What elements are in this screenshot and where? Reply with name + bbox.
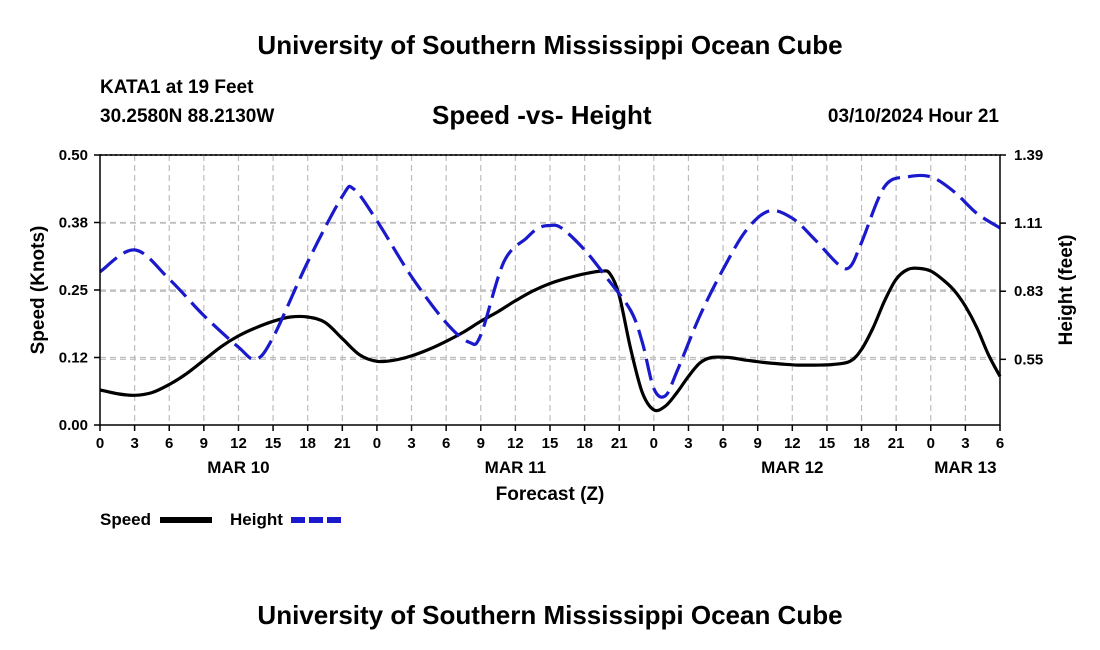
coordinates-label: 30.2580N 88.2130W	[100, 106, 275, 127]
x-tick-label: 3	[130, 435, 138, 452]
x-tick-label: 3	[961, 435, 969, 452]
legend-height-label: Height	[230, 510, 283, 529]
date-label: MAR 13	[934, 458, 996, 477]
y-tick-label: 0.38	[59, 215, 88, 232]
y2-tick-label: 1.11	[1014, 215, 1042, 232]
footer-title: University of Southern Mississippi Ocean…	[257, 600, 843, 630]
date-label: MAR 10	[207, 458, 269, 477]
chart-title: University of Southern Mississippi Ocean…	[257, 30, 843, 60]
x-tick-label: 6	[719, 435, 727, 452]
date-label: MAR 11	[485, 458, 546, 477]
x-tick-label: 15	[819, 435, 836, 452]
y-axis-title: Speed (Knots)	[28, 226, 49, 355]
y2-tick-label: 0.83	[1014, 283, 1043, 300]
y2-axis-title: Height (feet)	[1056, 235, 1077, 346]
y-tick-label: 0.12	[59, 350, 88, 367]
station-label: KATA1 at 19 Feet	[100, 77, 254, 98]
y2-tick-label: 0.55	[1014, 351, 1043, 368]
x-tick-label: 18	[576, 435, 593, 452]
x-tick-label: 12	[507, 435, 524, 452]
x-tick-label: 15	[265, 435, 282, 452]
x-tick-label: 6	[442, 435, 450, 452]
series-line-height	[99, 173, 1001, 399]
x-tick-label: 21	[334, 435, 351, 452]
x-tick-label: 21	[611, 435, 628, 452]
series-layer	[99, 173, 1002, 413]
forecast-datetime: 03/10/2024 Hour 21	[827, 106, 999, 127]
x-tick-label: 0	[650, 435, 658, 452]
x-tick-label: 9	[477, 435, 485, 452]
y-tick-label: 0.50	[59, 147, 88, 164]
x-tick-label: 12	[230, 435, 247, 452]
x-tick-label: 6	[996, 435, 1004, 452]
legend-speed-label: Speed	[100, 510, 151, 529]
series-line-speed	[99, 266, 1002, 413]
x-tick-label: 0	[96, 435, 104, 452]
grid	[100, 154, 1000, 425]
x-tick-label: 18	[299, 435, 316, 452]
x-axis-title: Forecast (Z)	[496, 484, 605, 505]
x-tick-label: 12	[784, 435, 801, 452]
x-tick-label: 3	[407, 435, 415, 452]
axes: 0 3 6 9 12 15 18 21 0 3 6 9 12 15 18 21 0 3 6 9 12 15 18 21 0 3 6M…	[59, 147, 1043, 477]
x-tick-label: 0	[927, 435, 935, 452]
x-tick-label: 3	[684, 435, 692, 452]
y2-tick-label: 1.39	[1014, 147, 1043, 164]
x-tick-label: 9	[754, 435, 762, 452]
x-tick-label: 15	[542, 435, 559, 452]
y-tick-label: 0.25	[59, 282, 88, 299]
x-tick-label: 0	[373, 435, 381, 452]
x-tick-label: 18	[853, 435, 870, 452]
legend: Speed Height	[100, 510, 343, 529]
date-label: MAR 12	[761, 458, 823, 477]
x-tick-label: 21	[888, 435, 905, 452]
y-tick-label: 0.00	[59, 417, 88, 434]
chart-subtitle: Speed -vs- Height	[432, 100, 652, 130]
x-tick-label: 6	[165, 435, 173, 452]
x-tick-label: 9	[200, 435, 208, 452]
